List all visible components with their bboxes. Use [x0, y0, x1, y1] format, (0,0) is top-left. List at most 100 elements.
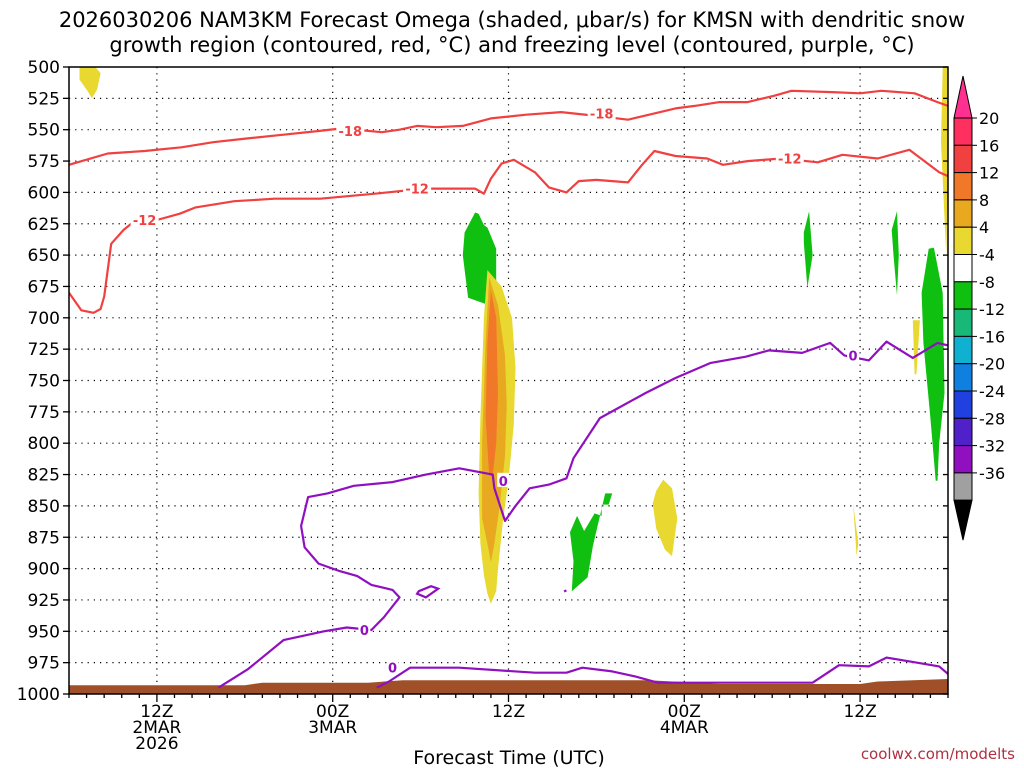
contour-label-bg — [403, 180, 432, 195]
colorbar-label: -28 — [979, 409, 1005, 428]
y-tick-label: 875 — [28, 528, 60, 548]
contour-label: 0 — [360, 624, 369, 639]
colorbar-segment — [953, 281, 973, 310]
y-tick-label: 800 — [28, 434, 60, 454]
y-tick-label: 775 — [28, 403, 60, 423]
contour-label-bg — [497, 472, 510, 487]
colorbar-label: -24 — [979, 382, 1005, 401]
colorbar-bottom-arrow — [953, 499, 973, 541]
y-axis-pressure: 500 525 550 575 600 625 650 675 700 725 750 775 800 8… — [17, 58, 948, 705]
omega-shaded-region — [652, 479, 678, 557]
y-tick-label: 525 — [28, 89, 60, 109]
colorbar-label: -32 — [979, 437, 1005, 456]
freezing-level-dot — [563, 589, 567, 593]
colorbar-segment — [953, 445, 973, 474]
omega-shaded-region — [803, 211, 813, 288]
contour-label-bg — [587, 105, 616, 120]
colorbar-segment — [953, 472, 973, 501]
colorbar-label: 8 — [979, 191, 989, 210]
x-tick-label: 2MAR — [132, 718, 181, 738]
colorbar-segment — [953, 226, 973, 255]
y-tick-label: 700 — [28, 309, 60, 329]
contour-label: 0 — [388, 662, 397, 677]
y-tick-label: 975 — [28, 654, 60, 674]
x-tick-label: 00Z — [668, 702, 701, 722]
colorbar-segment — [953, 335, 973, 365]
colorbar-segment — [953, 172, 973, 201]
y-tick-label: 725 — [28, 340, 60, 360]
y-tick-label: 500 — [28, 58, 60, 78]
contour-label: -12 — [133, 214, 157, 229]
contour-label: -12 — [778, 153, 802, 168]
colorbar-label: 4 — [979, 218, 989, 237]
colorbar-segment — [953, 417, 973, 447]
colorbar-segment — [953, 117, 973, 146]
y-tick-label: 750 — [28, 372, 60, 392]
contour-label: -18 — [590, 107, 614, 122]
x-tick-label: 12Z — [492, 702, 525, 722]
colorbar-segment — [953, 254, 973, 283]
colorbar-top-arrow — [953, 75, 973, 119]
contour-label-bg — [847, 347, 860, 362]
omega-shaded-region — [853, 503, 859, 557]
y-tick-label: 850 — [28, 497, 60, 517]
y-tick-label: 550 — [28, 121, 60, 141]
x-tick-label: 00Z — [316, 702, 349, 722]
omega-shaded-region — [891, 211, 899, 296]
x-tick-label: 2026 — [135, 734, 178, 754]
contour-label: -18 — [339, 125, 363, 140]
x-tick-label: 12Z — [843, 702, 876, 722]
colorbar-segment — [953, 199, 973, 228]
omega-shaded-region — [79, 67, 101, 99]
x-tick-label: 4MAR — [660, 718, 709, 738]
colorbar-label: -12 — [979, 300, 1005, 319]
omega-shaded-region — [921, 247, 945, 481]
credit-text: coolwx.com/modelts — [861, 745, 1015, 763]
y-tick-label: 900 — [28, 560, 60, 580]
contour-label: -12 — [405, 183, 429, 198]
colorbar-label: 20 — [979, 109, 999, 128]
contour-label-bg — [336, 122, 365, 137]
chart-title-line-2: growth region (contoured, red, °C) and f… — [109, 33, 914, 57]
contour-label-bg — [775, 150, 804, 165]
x-tick-label: 3MAR — [308, 718, 357, 738]
contour-label-bg — [358, 622, 371, 637]
y-tick-label: 1000 — [17, 685, 60, 705]
colorbar-segment — [953, 390, 973, 419]
colorbar-label: -16 — [979, 327, 1005, 346]
dgz-contour-minus18 — [69, 89, 948, 166]
y-tick-label: 825 — [28, 466, 60, 486]
y-tick-label: 650 — [28, 246, 60, 266]
x-tick-label: 12Z — [140, 702, 173, 722]
omega-shaded-region — [912, 320, 920, 375]
colorbar-label: -4 — [979, 246, 995, 265]
y-tick-label: 675 — [28, 277, 60, 297]
plot-inner: -18 -18 -12 -12 -12 0 0 0 0 — [69, 67, 948, 694]
colorbar-label: -8 — [979, 273, 995, 292]
y-tick-label: 625 — [28, 215, 60, 235]
omega-shaded-region — [485, 290, 498, 476]
colorbar-segment — [953, 144, 973, 174]
y-tick-label: 925 — [28, 591, 60, 611]
chart-title-line-1: 2026030206 NAM3KM Forecast Omega (shaded… — [59, 8, 965, 32]
omega-shaded-region — [570, 493, 613, 592]
ground-surface — [69, 679, 948, 694]
colorbar-label: -36 — [979, 464, 1005, 483]
freezing-level-loop — [415, 585, 441, 599]
freezing-level-contour-upper — [217, 340, 948, 689]
dgz-contour-minus12 — [69, 148, 948, 314]
x-axis-label: Forecast Time (UTC) — [413, 747, 604, 768]
contour-label: 0 — [499, 475, 508, 490]
y-tick-label: 950 — [28, 622, 60, 642]
colorbar-segment — [953, 363, 973, 392]
colorbar-label: 16 — [979, 136, 999, 155]
contour-label: 0 — [849, 349, 858, 364]
colorbar-segment — [953, 308, 973, 337]
contour-label-bg — [130, 211, 159, 226]
y-tick-label: 575 — [28, 152, 60, 172]
freezing-level-contour-lower — [376, 656, 948, 689]
colorbar-label: 12 — [979, 164, 999, 183]
colorbar-label: -20 — [979, 355, 1005, 374]
